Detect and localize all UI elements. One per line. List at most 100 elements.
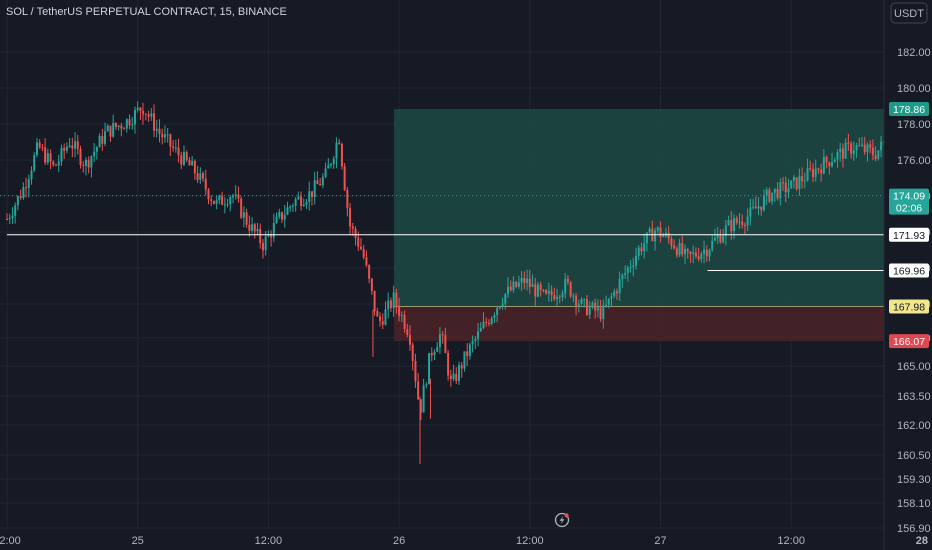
candle-body — [223, 204, 226, 206]
candle-body — [199, 173, 202, 180]
candle-body — [572, 295, 575, 297]
candle-body — [743, 224, 746, 226]
candle-body — [479, 328, 482, 332]
candle-body — [782, 182, 785, 184]
currency-button-frame — [890, 2, 928, 24]
x-tick-label: 27 — [654, 535, 666, 547]
candle-body — [613, 291, 616, 297]
candle-body — [681, 243, 684, 255]
candle-body — [308, 191, 311, 203]
candle-body — [19, 196, 22, 199]
stop-price-tag: 166.07 — [889, 334, 929, 349]
candle-body — [828, 162, 831, 167]
candle-body — [373, 290, 376, 312]
lightning-bolt-icon[interactable] — [554, 512, 570, 528]
candle-body — [430, 353, 433, 356]
candle-body — [523, 278, 526, 284]
candle-body — [449, 375, 452, 379]
candle-body — [425, 384, 428, 386]
candle-body — [193, 161, 196, 174]
candle-body — [365, 257, 368, 266]
horizontal-line-tag: 169.96 — [889, 263, 929, 278]
candle-body — [667, 232, 670, 239]
candle-body — [852, 150, 855, 154]
y-tick-label: 158.10 — [897, 498, 931, 510]
candle-body — [330, 163, 333, 166]
currency-button[interactable]: USDT — [890, 2, 928, 24]
candle-body — [112, 122, 115, 137]
candle-body — [863, 144, 866, 153]
candle-body — [174, 147, 177, 149]
candle-body — [438, 334, 441, 348]
currency-label: USDT — [894, 8, 924, 20]
candle-body — [351, 226, 354, 229]
candle-body — [662, 235, 665, 237]
profit-zone[interactable] — [393, 108, 932, 307]
candle-body — [264, 236, 267, 251]
candle-body — [33, 155, 36, 171]
candle-body — [256, 228, 259, 232]
horizontal-lines[interactable] — [0, 195, 884, 272]
candle-body — [831, 162, 834, 167]
candle-body — [825, 156, 828, 163]
candle-body — [784, 182, 787, 193]
candle-body — [566, 278, 569, 283]
candle-body — [153, 113, 156, 131]
candle-body — [463, 351, 466, 369]
lightning-bolt-icon-bolt — [559, 516, 565, 524]
candle-body — [370, 278, 373, 291]
candle-body — [594, 302, 597, 311]
candle-body — [689, 251, 692, 255]
candle-body — [74, 141, 77, 149]
candle-body — [55, 164, 58, 166]
x-tick-label: 12:00 — [777, 535, 805, 547]
candle-body — [754, 206, 757, 209]
candle-body — [776, 188, 779, 199]
candle-body — [398, 305, 401, 316]
candle-body — [215, 200, 218, 204]
candle-body — [585, 299, 588, 315]
candle-body — [624, 273, 627, 275]
candle-body — [57, 161, 60, 166]
candle-body — [675, 248, 678, 256]
candle-body — [428, 353, 431, 385]
candle-body — [49, 153, 52, 162]
candle-body — [656, 227, 659, 231]
candle-body — [278, 212, 281, 217]
candle-body — [283, 214, 286, 220]
candle-body — [498, 306, 501, 309]
candle-body — [210, 199, 213, 201]
horizontal-line-tag-label: 169.96 — [893, 266, 925, 278]
candle-body — [580, 299, 583, 304]
candle-body — [144, 113, 147, 115]
candle-body — [392, 292, 395, 309]
candle-body — [452, 373, 455, 379]
y-tick-label: 182.00 — [897, 47, 931, 59]
y-tick-label: 162.00 — [897, 420, 931, 432]
candle-body — [136, 107, 139, 110]
candle-body — [65, 146, 68, 151]
candle-body — [310, 191, 313, 197]
loss-zone[interactable] — [393, 306, 932, 342]
candle-body — [302, 204, 305, 206]
candle-body — [408, 334, 411, 345]
candle-body — [833, 159, 836, 163]
candle-body — [35, 142, 38, 156]
candle-body — [253, 224, 256, 232]
y-tick-label: 178.00 — [897, 119, 931, 131]
x-tick-label: 12:00 — [255, 535, 283, 547]
candle-body — [444, 334, 447, 354]
candle-body — [98, 135, 101, 148]
candle-body — [496, 308, 499, 316]
candle-body — [447, 353, 450, 376]
candle-body — [251, 224, 254, 231]
candle-body — [809, 168, 812, 170]
candle-body — [539, 284, 542, 291]
candle-body — [626, 267, 629, 274]
candle-body — [125, 119, 128, 129]
time-axis[interactable]: 12:002512:002612:002712:002812:002912:00… — [0, 535, 932, 547]
candle-body — [550, 290, 553, 296]
